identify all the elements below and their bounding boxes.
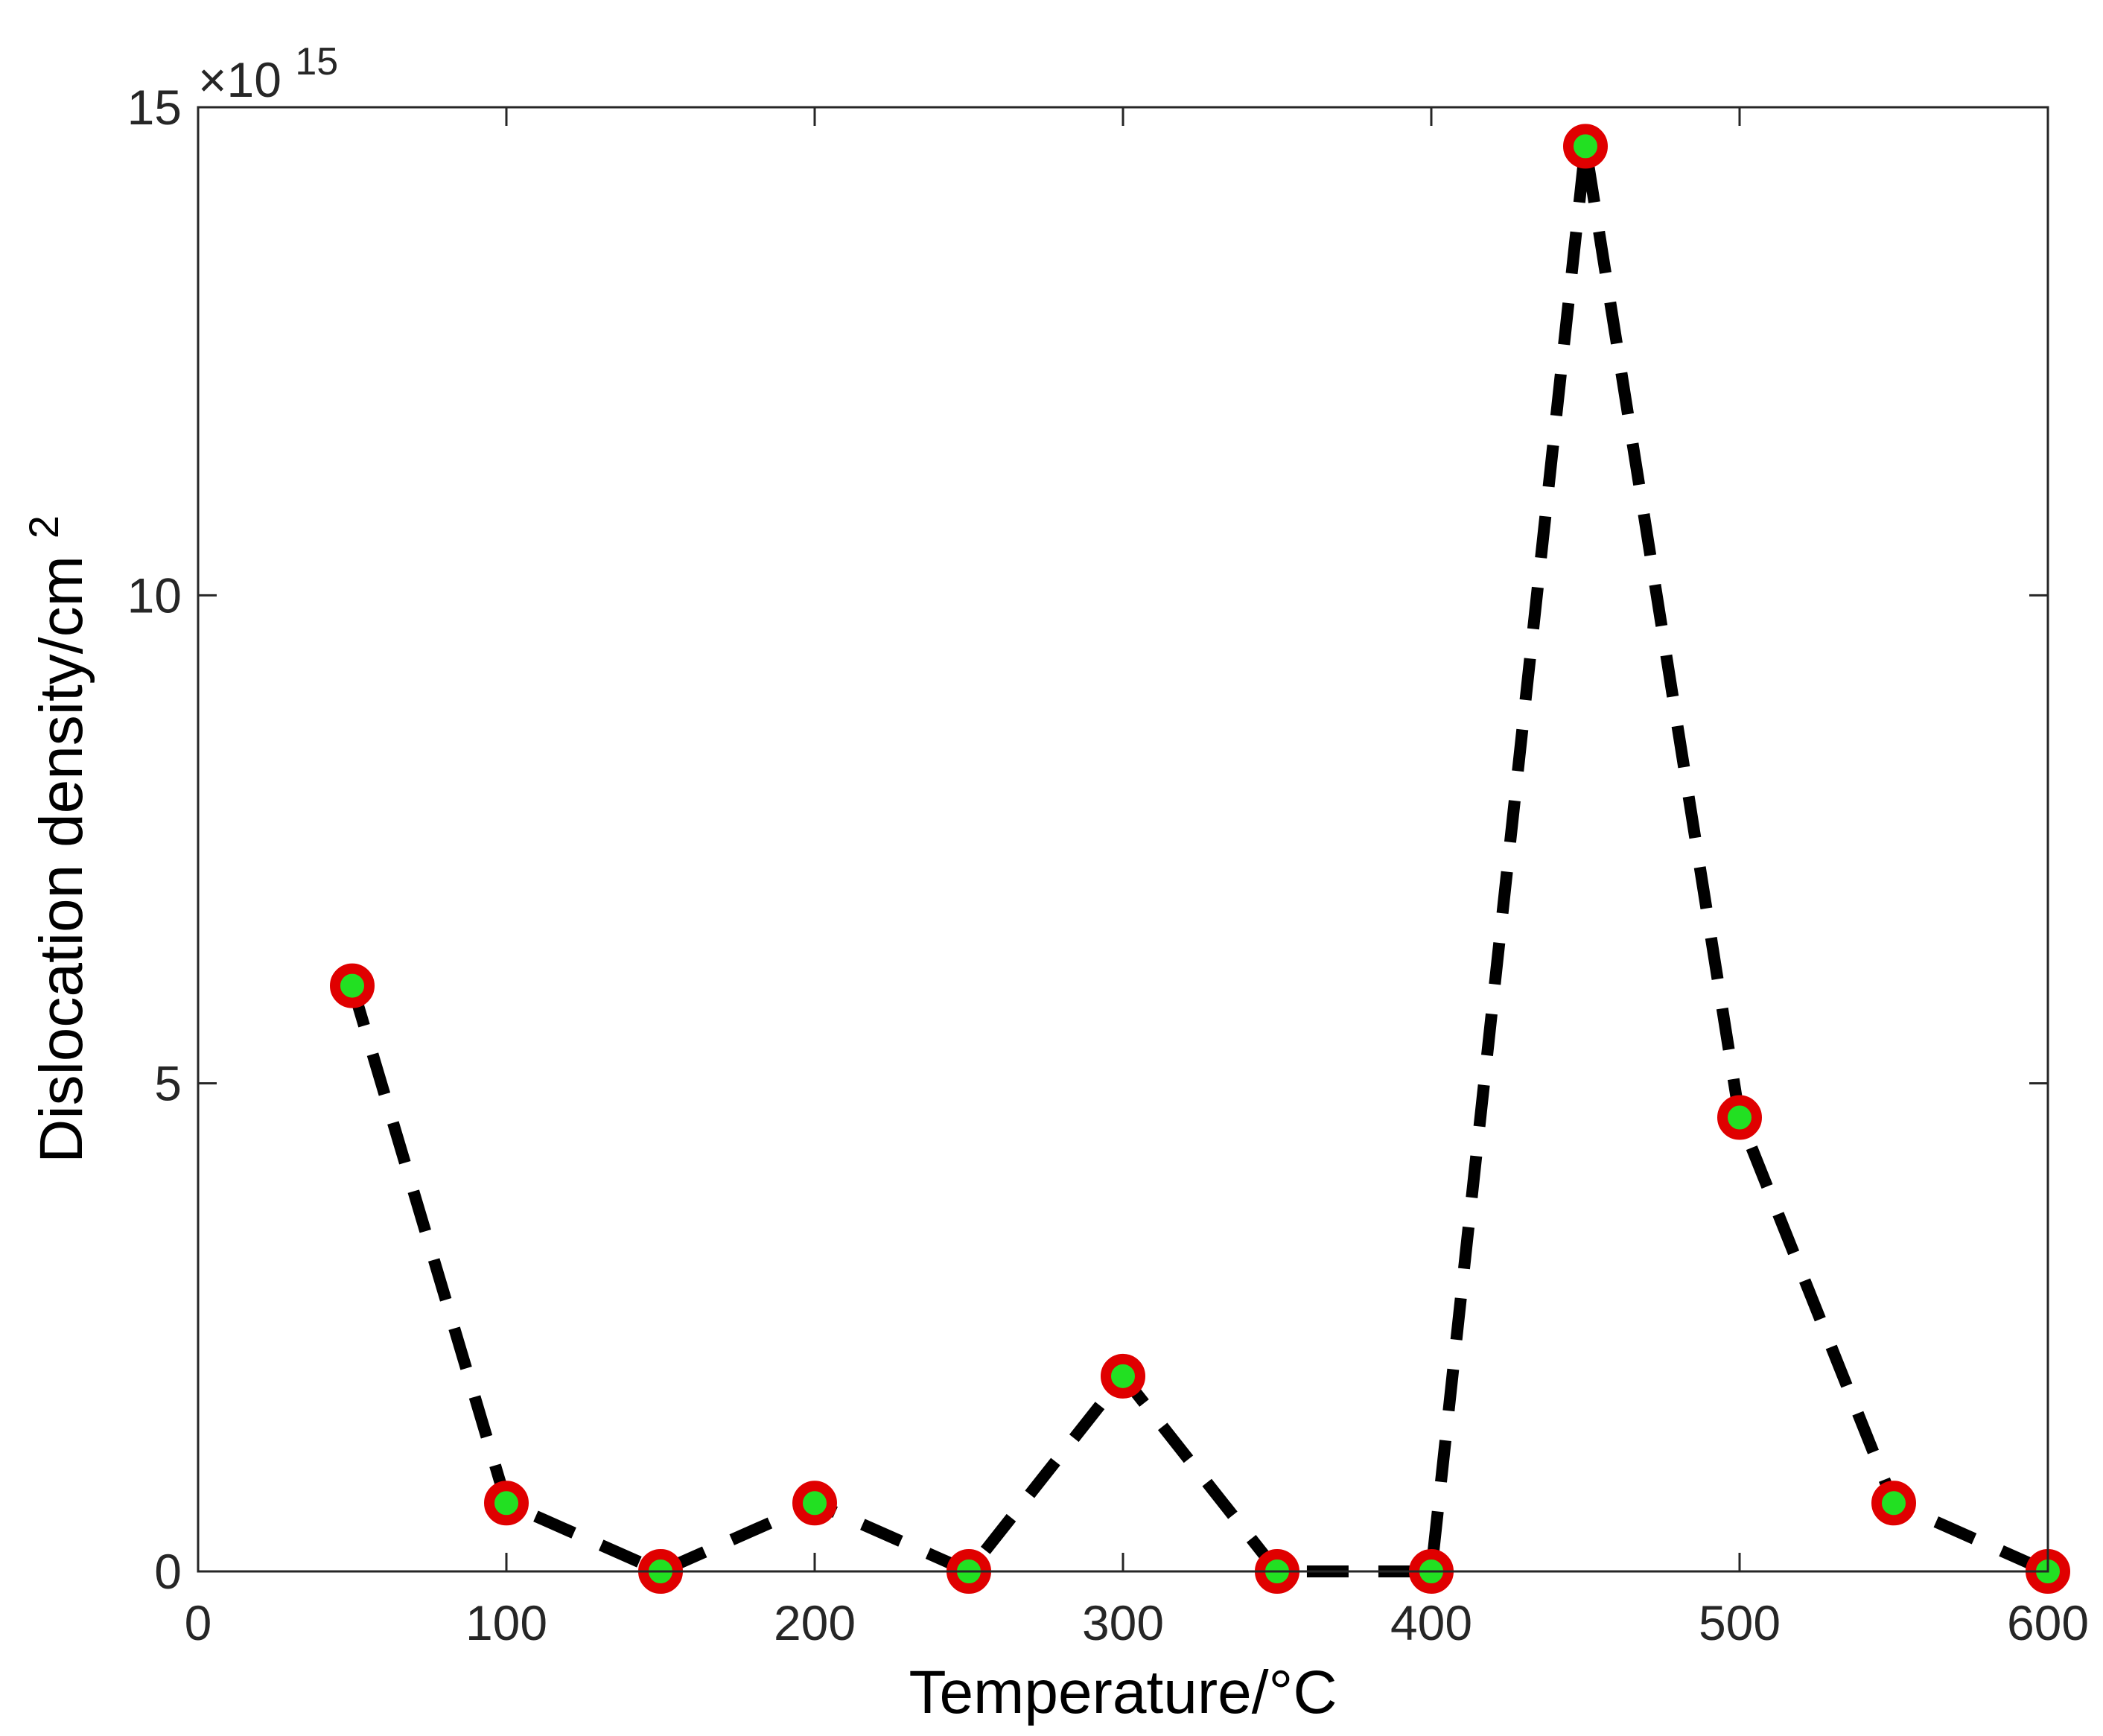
x-tick-label: 200: [774, 1595, 856, 1650]
x-tick-label: 600: [2007, 1595, 2089, 1650]
y-tick-label: 0: [154, 1544, 182, 1599]
data-point: [484, 1481, 529, 1526]
y-axis-title: Dislocation density/cm 2: [20, 515, 95, 1163]
y-axis-title-text: Dislocation density/cm: [28, 556, 95, 1163]
data-point: [1563, 124, 1608, 169]
x-tick-label: 100: [465, 1595, 547, 1650]
y-multiplier-base: ×10: [198, 52, 281, 107]
data-point: [1717, 1095, 1762, 1140]
y-tick-label: 15: [127, 80, 182, 135]
y-multiplier-exponent: 15: [295, 40, 338, 83]
plot-frame: [197, 106, 2049, 1573]
tick-labels: 0 100 200 300 400 500 600 0 5 10 15: [127, 80, 2089, 1650]
y-axis-title-superscript: 2: [20, 515, 67, 538]
series-line: [346, 145, 2051, 1579]
data-point: [792, 1481, 837, 1526]
y-tick-label: 5: [154, 1056, 182, 1111]
x-tick-label: 500: [1699, 1595, 1781, 1650]
y-tick-label: 10: [127, 567, 182, 623]
y-multiplier: ×10 15: [198, 40, 338, 107]
x-axis-title: Temperature/°C: [909, 1659, 1337, 1726]
x-tick-label: 300: [1082, 1595, 1164, 1650]
data-point: [330, 963, 375, 1008]
plot-background: [198, 107, 2048, 1571]
x-tick-label: 0: [185, 1595, 212, 1650]
data-point: [1101, 1353, 1145, 1399]
data-point: [1871, 1481, 1916, 1526]
x-tick-label: 400: [1390, 1595, 1472, 1650]
